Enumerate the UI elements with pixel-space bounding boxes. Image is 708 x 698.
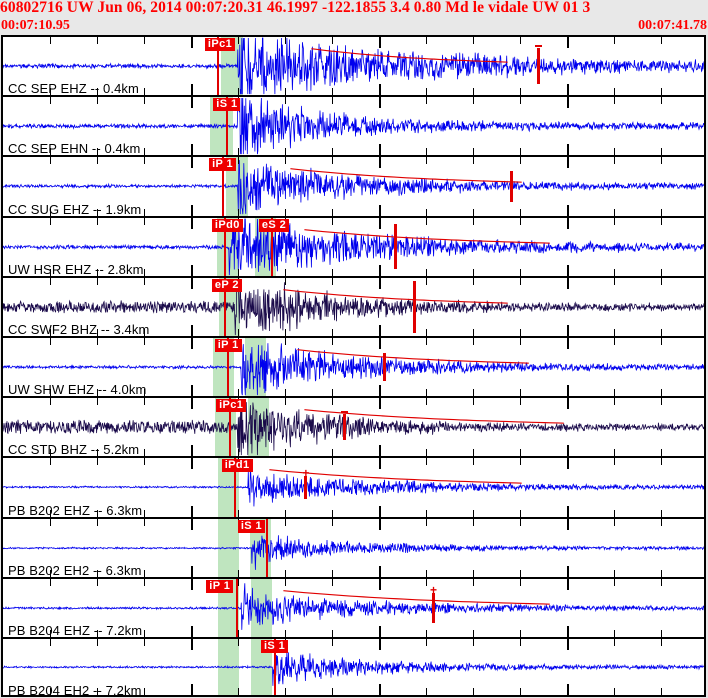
pick-line[interactable] [228, 398, 231, 457]
waveform [3, 338, 704, 396]
pick-line[interactable] [270, 217, 273, 276]
waveform [3, 579, 704, 637]
trace-panel[interactable]: iPc1 iS 1 iP 1 iPd0 eS 2 eP 2 iP 1 iPc1 iPd1 + iS … [1, 35, 706, 698]
pick-label[interactable]: eS 2 [258, 218, 290, 232]
trace-row[interactable]: iPc1 [1, 396, 706, 457]
channel-label: CC SEP EHZ -- 0.4km [8, 81, 139, 97]
amplitude-sign [535, 44, 543, 47]
pick-label[interactable]: iPc1 [204, 38, 236, 51]
trace-row[interactable]: iPd0 eS 2 [1, 215, 706, 276]
pick-line[interactable] [273, 638, 276, 696]
waveform [3, 398, 704, 456]
waveform [3, 639, 704, 695]
amplitude-marker[interactable] [509, 171, 513, 202]
pick-line[interactable] [227, 337, 230, 397]
channel-label: PB B202 EH2 -- 6.3km [8, 562, 142, 578]
pick-line[interactable] [235, 578, 238, 637]
trace-row[interactable]: iS 1 [1, 636, 706, 698]
amplitude-sign: + [430, 582, 438, 597]
pick-line[interactable] [221, 157, 224, 216]
waveform [3, 278, 704, 336]
waveform [3, 218, 704, 276]
pick-line[interactable] [225, 97, 228, 156]
amplitude-marker[interactable] [394, 223, 398, 270]
waveform [3, 97, 704, 155]
trace-row[interactable]: iPd1 + [1, 456, 706, 517]
pick-label[interactable]: iPc1 [216, 399, 247, 413]
amplitude-marker[interactable] [342, 414, 346, 440]
pick-line[interactable] [223, 277, 226, 336]
pick-label[interactable]: iP 1 [206, 579, 234, 593]
waveform [3, 157, 704, 215]
amplitude-sign: + [302, 465, 310, 480]
window-end-time: 00:07:41.78 [638, 18, 707, 33]
pick-label[interactable]: iS 1 [260, 639, 289, 653]
waveform [3, 519, 704, 577]
channel-label: PB B204 EH2 -- 7.2km [8, 683, 142, 698]
pick-line[interactable] [223, 217, 226, 276]
trace-row[interactable]: iP 1 + [1, 576, 706, 637]
waveform [3, 458, 704, 516]
channel-label: UW SHW EHZ -- 4.0km [8, 382, 147, 398]
channel-label: PB B204 EHZ -- 7.2km [8, 623, 143, 638]
trace-row[interactable]: eP 2 [1, 275, 706, 336]
pick-label[interactable]: iP 1 [209, 158, 237, 172]
pick-label[interactable]: eP 2 [211, 278, 242, 292]
amplitude-sign [340, 410, 348, 413]
channel-label: CC SUG EHZ -- 1.9km [8, 201, 142, 217]
pick-line[interactable] [216, 37, 219, 96]
trace-row[interactable]: iP 1 [1, 335, 706, 397]
amplitude-marker[interactable] [537, 48, 541, 85]
amplitude-marker[interactable] [413, 280, 417, 334]
pick-label[interactable]: iPd1 [221, 459, 253, 473]
channel-label: CC SEP EHN -- 0.4km [8, 141, 141, 157]
trace-row[interactable]: iS 1 [1, 95, 706, 156]
pick-label[interactable]: iPd0 [211, 218, 243, 232]
channel-label: CC STD BHZ -- 5.2km [8, 442, 140, 458]
amplitude-marker[interactable] [304, 475, 308, 500]
pick-label[interactable]: iP 1 [214, 338, 242, 352]
time-range-bar: 00:07:10.95 00:07:41.78 [0, 17, 708, 34]
channel-label: UW HSR EHZ -- 2.8km [8, 261, 144, 277]
amplitude-marker[interactable] [382, 353, 386, 381]
event-header-title: 60802716 UW Jun 06, 2014 00:07:20.31 46.… [0, 0, 591, 16]
pick-label[interactable]: iS 1 [213, 98, 241, 112]
trace-row[interactable]: iP 1 [1, 155, 706, 216]
time-window-band [217, 578, 239, 637]
window-start-time: 00:07:10.95 [1, 18, 70, 33]
channel-label: CC SWF2 BHZ -- 3.4km [8, 322, 150, 337]
trace-row[interactable]: iS 1 [1, 516, 706, 577]
amplitude-marker[interactable] [432, 592, 435, 623]
pick-line[interactable] [265, 518, 268, 577]
waveform [3, 37, 704, 95]
pick-label[interactable]: iS 1 [237, 519, 265, 533]
channel-label: PB B202 EHZ -- 6.3km [8, 502, 143, 518]
pick-line[interactable] [234, 458, 237, 517]
